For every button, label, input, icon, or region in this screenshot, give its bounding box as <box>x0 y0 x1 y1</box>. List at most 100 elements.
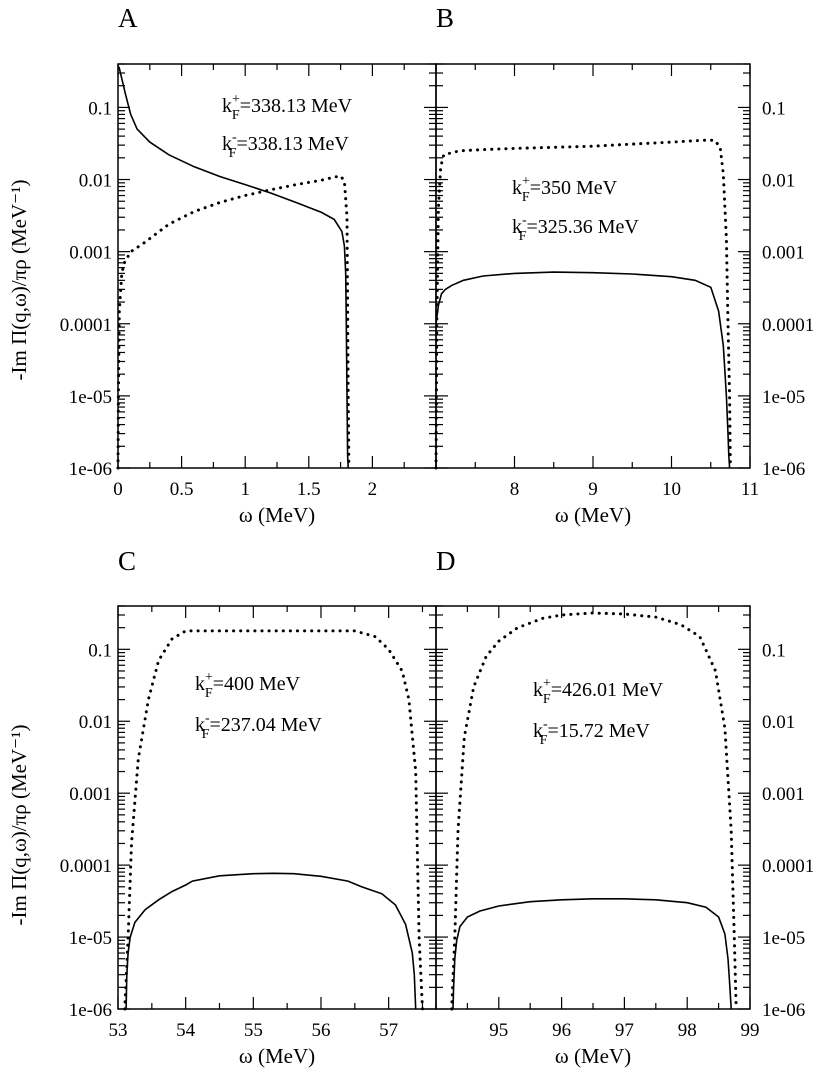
kf-base: k <box>533 720 543 742</box>
kf-sub: F <box>205 686 213 701</box>
x-tick-label: 10 <box>662 479 681 500</box>
kf-value: =338.13 MeV <box>236 133 349 155</box>
kf-value: =237.04 MeV <box>209 714 322 736</box>
kf-sup: + <box>522 174 530 189</box>
solid-series-line <box>435 271 731 469</box>
y-tick-label: 1e-05 <box>762 928 805 949</box>
y-axis-label-top: -Im Π(q,ω)/πρ (MeV⁻¹) <box>7 180 31 381</box>
kf-sub: F <box>540 733 548 748</box>
panel-c: C 1e-06 1e-05 0.0001 0.001 0.01 0.1 53 54 55 56 57 ω… <box>60 546 437 1068</box>
plot-frame <box>117 63 437 469</box>
plot-frame <box>435 63 751 469</box>
kf-annotation: k-F=338.13 MeV <box>222 130 349 161</box>
kf-sub: F <box>232 108 240 123</box>
y-tick-label: 0.01 <box>79 171 112 192</box>
x-axis-label: ω (MeV) <box>555 503 631 527</box>
kf-base: k <box>195 714 205 736</box>
x-tick-label: 53 <box>109 1020 128 1041</box>
panel-a: A 1e-06 1e-05 0.0001 0.001 0.01 0.1 0 0.5 1 1.5 2 ω … <box>60 3 437 527</box>
y-tick-label: 1e-06 <box>762 459 805 480</box>
kf-annotation: k+ F=400 MeV <box>195 670 301 701</box>
kf-annotation: k+ F=426.01 MeV <box>533 676 664 707</box>
kf-sub: F <box>229 146 237 161</box>
y-tick-label: 0.0001 <box>762 315 814 336</box>
panel-letter: D <box>436 546 456 576</box>
kf-value: =350 MeV <box>530 177 618 199</box>
y-tick-label: 0.01 <box>762 171 795 192</box>
y-axis-label-bottom: -Im Π(q,ω)/πρ (MeV⁻¹) <box>7 725 31 926</box>
y-tick-label: 0.001 <box>762 784 805 805</box>
plot-frame <box>117 605 437 1010</box>
x-tick-label: 95 <box>489 1020 508 1041</box>
kf-value: =325.36 MeV <box>526 216 639 238</box>
kf-sup: - <box>543 717 548 732</box>
kf-sub: F <box>519 229 527 244</box>
kf-base: k <box>512 177 522 199</box>
dotted-series-line <box>123 629 424 1011</box>
dotted-series-line <box>434 138 732 470</box>
y-tick-label: 0.1 <box>88 640 112 661</box>
x-tick-label: 56 <box>311 1020 330 1041</box>
y-tick-label: 1e-06 <box>762 1000 805 1021</box>
kf-sup: + <box>543 676 551 691</box>
y-tick-label: 0.1 <box>762 640 786 661</box>
x-tick-label: 96 <box>552 1020 571 1041</box>
dotted-series-line <box>116 174 351 470</box>
kf-value: =15.72 MeV <box>547 720 650 742</box>
y-tick-label: 0.0001 <box>60 315 112 336</box>
panel-letter: A <box>118 3 138 33</box>
x-tick-label: 54 <box>176 1020 196 1041</box>
kf-base: k <box>533 679 543 701</box>
kf-annotation: k-F=325.36 MeV <box>512 213 639 244</box>
kf-sup: - <box>522 213 527 228</box>
kf-sup: + <box>232 92 240 107</box>
x-tick-label: 0 <box>113 479 123 500</box>
kf-base: k <box>195 673 205 695</box>
x-axis-label: ω (MeV) <box>555 1044 631 1068</box>
x-tick-label: 8 <box>510 479 520 500</box>
kf-annotation: k-F=15.72 MeV <box>533 717 650 748</box>
kf-value: =338.13 MeV <box>240 95 353 117</box>
y-tick-label: 1e-05 <box>762 387 805 408</box>
y-tick-label: 0.01 <box>79 712 112 733</box>
solid-series-line <box>117 65 349 469</box>
x-tick-label: 11 <box>741 479 759 500</box>
kf-annotation: k+ F=350 MeV <box>512 174 618 205</box>
y-tick-label: 0.001 <box>762 243 805 264</box>
y-tick-label: 0.0001 <box>762 856 814 877</box>
y-tick-label: 0.0001 <box>60 856 112 877</box>
kf-value: =400 MeV <box>213 673 301 695</box>
x-tick-label: 1.5 <box>297 479 321 500</box>
x-tick-label: 9 <box>588 479 598 500</box>
solid-series-line <box>125 872 417 1010</box>
kf-sup: - <box>205 711 210 726</box>
x-axis-label: ω (MeV) <box>239 1044 315 1068</box>
y-tick-label: 0.1 <box>88 98 112 119</box>
y-tick-label: 1e-06 <box>69 1000 112 1021</box>
x-tick-label: 1 <box>240 479 250 500</box>
panel-letter: C <box>118 546 136 576</box>
kf-base: k <box>512 216 522 238</box>
x-tick-label: 57 <box>379 1020 398 1041</box>
x-tick-label: 98 <box>678 1020 697 1041</box>
kf-sub: F <box>522 190 530 205</box>
y-tick-label: 0.001 <box>69 243 112 264</box>
x-tick-label: 0.5 <box>170 479 194 500</box>
y-tick-label: 1e-05 <box>69 387 112 408</box>
kf-sub: F <box>202 727 210 742</box>
x-tick-label: 55 <box>244 1020 263 1041</box>
solid-series-line <box>452 898 732 1010</box>
kf-sub: F <box>543 692 551 707</box>
y-tick-label: 0.01 <box>762 712 795 733</box>
kf-annotation: k-F=237.04 MeV <box>195 711 322 742</box>
y-tick-label: 1e-06 <box>69 459 112 480</box>
x-tick-label: 2 <box>368 479 378 500</box>
x-tick-label: 99 <box>741 1020 760 1041</box>
panel-d: D 1e-06 1e-05 0.0001 0.001 0.01 0.1 95 96 97 98 99 ω… <box>435 546 814 1068</box>
y-tick-label: 0.001 <box>69 784 112 805</box>
x-tick-label: 97 <box>615 1020 634 1041</box>
kf-base: k <box>222 133 232 155</box>
kf-sup: - <box>232 130 237 145</box>
y-tick-label: 1e-05 <box>69 928 112 949</box>
